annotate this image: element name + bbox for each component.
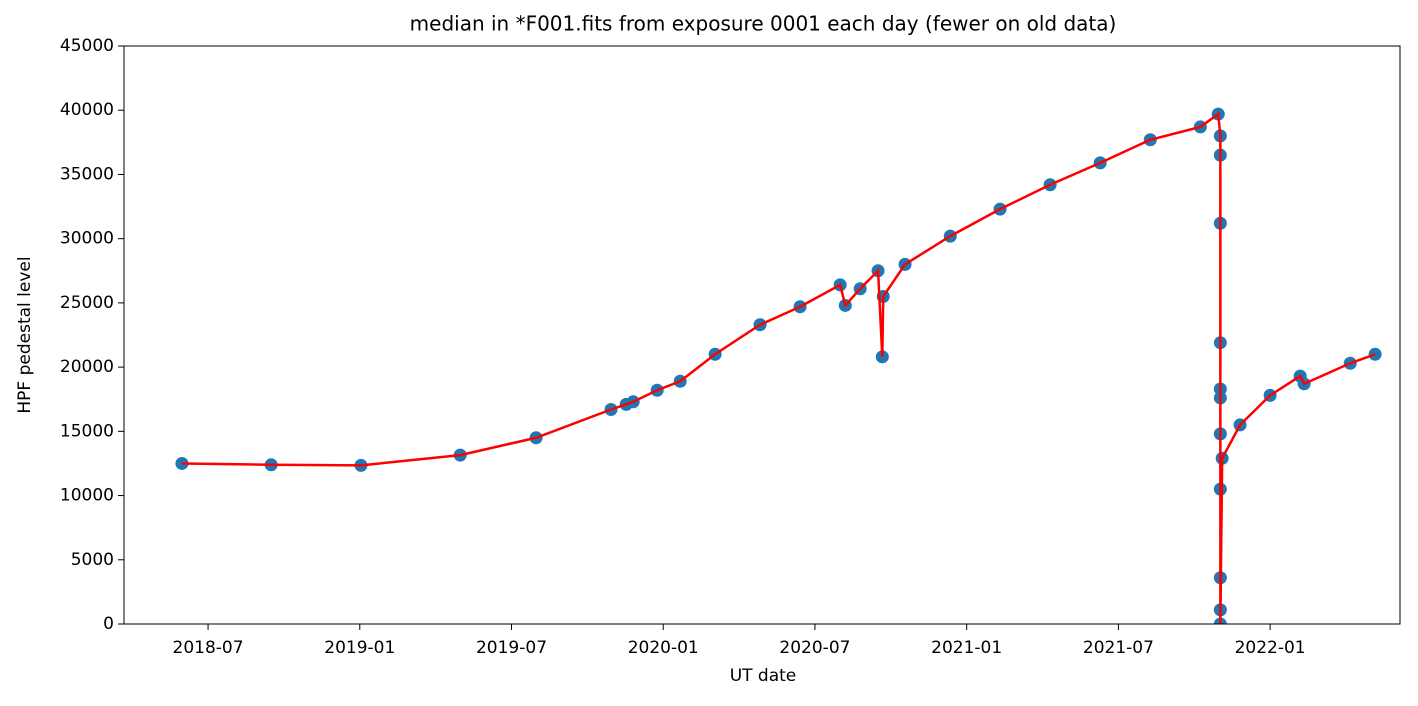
- y-tick-label: 5000: [71, 550, 114, 570]
- plot-area: [175, 107, 1382, 624]
- y-tick-label: 25000: [60, 293, 114, 313]
- x-tick-label: 2021-01: [931, 638, 1002, 658]
- y-tick-label: 0: [103, 614, 114, 634]
- line: [181, 111, 1376, 624]
- y-tick-label: 30000: [60, 229, 114, 249]
- y-tick-label: 15000: [60, 421, 114, 441]
- x-tick-label: 2022-01: [1235, 638, 1306, 658]
- x-tick-label: 2021-07: [1083, 638, 1154, 658]
- chart-title: median in *F001.fits from exposure 0001 …: [410, 12, 1117, 36]
- x-tick-label: 2019-07: [476, 638, 547, 658]
- x-tick-label: 2020-01: [628, 638, 699, 658]
- x-tick-label: 2018-07: [173, 638, 244, 658]
- y-axis-label: HPF pedestal level: [15, 256, 35, 413]
- y-tick-label: 10000: [60, 486, 114, 506]
- y-tick-label: 20000: [60, 357, 114, 377]
- y-tick-label: 40000: [60, 100, 114, 120]
- x-tick-label: 2019-01: [324, 638, 395, 658]
- y-tick-label: 35000: [60, 164, 114, 184]
- y-tick-label: 45000: [60, 36, 114, 56]
- x-axis-label: UT date: [730, 666, 797, 686]
- x-tick-label: 2020-07: [779, 638, 850, 658]
- plot-frame: [123, 45, 1401, 625]
